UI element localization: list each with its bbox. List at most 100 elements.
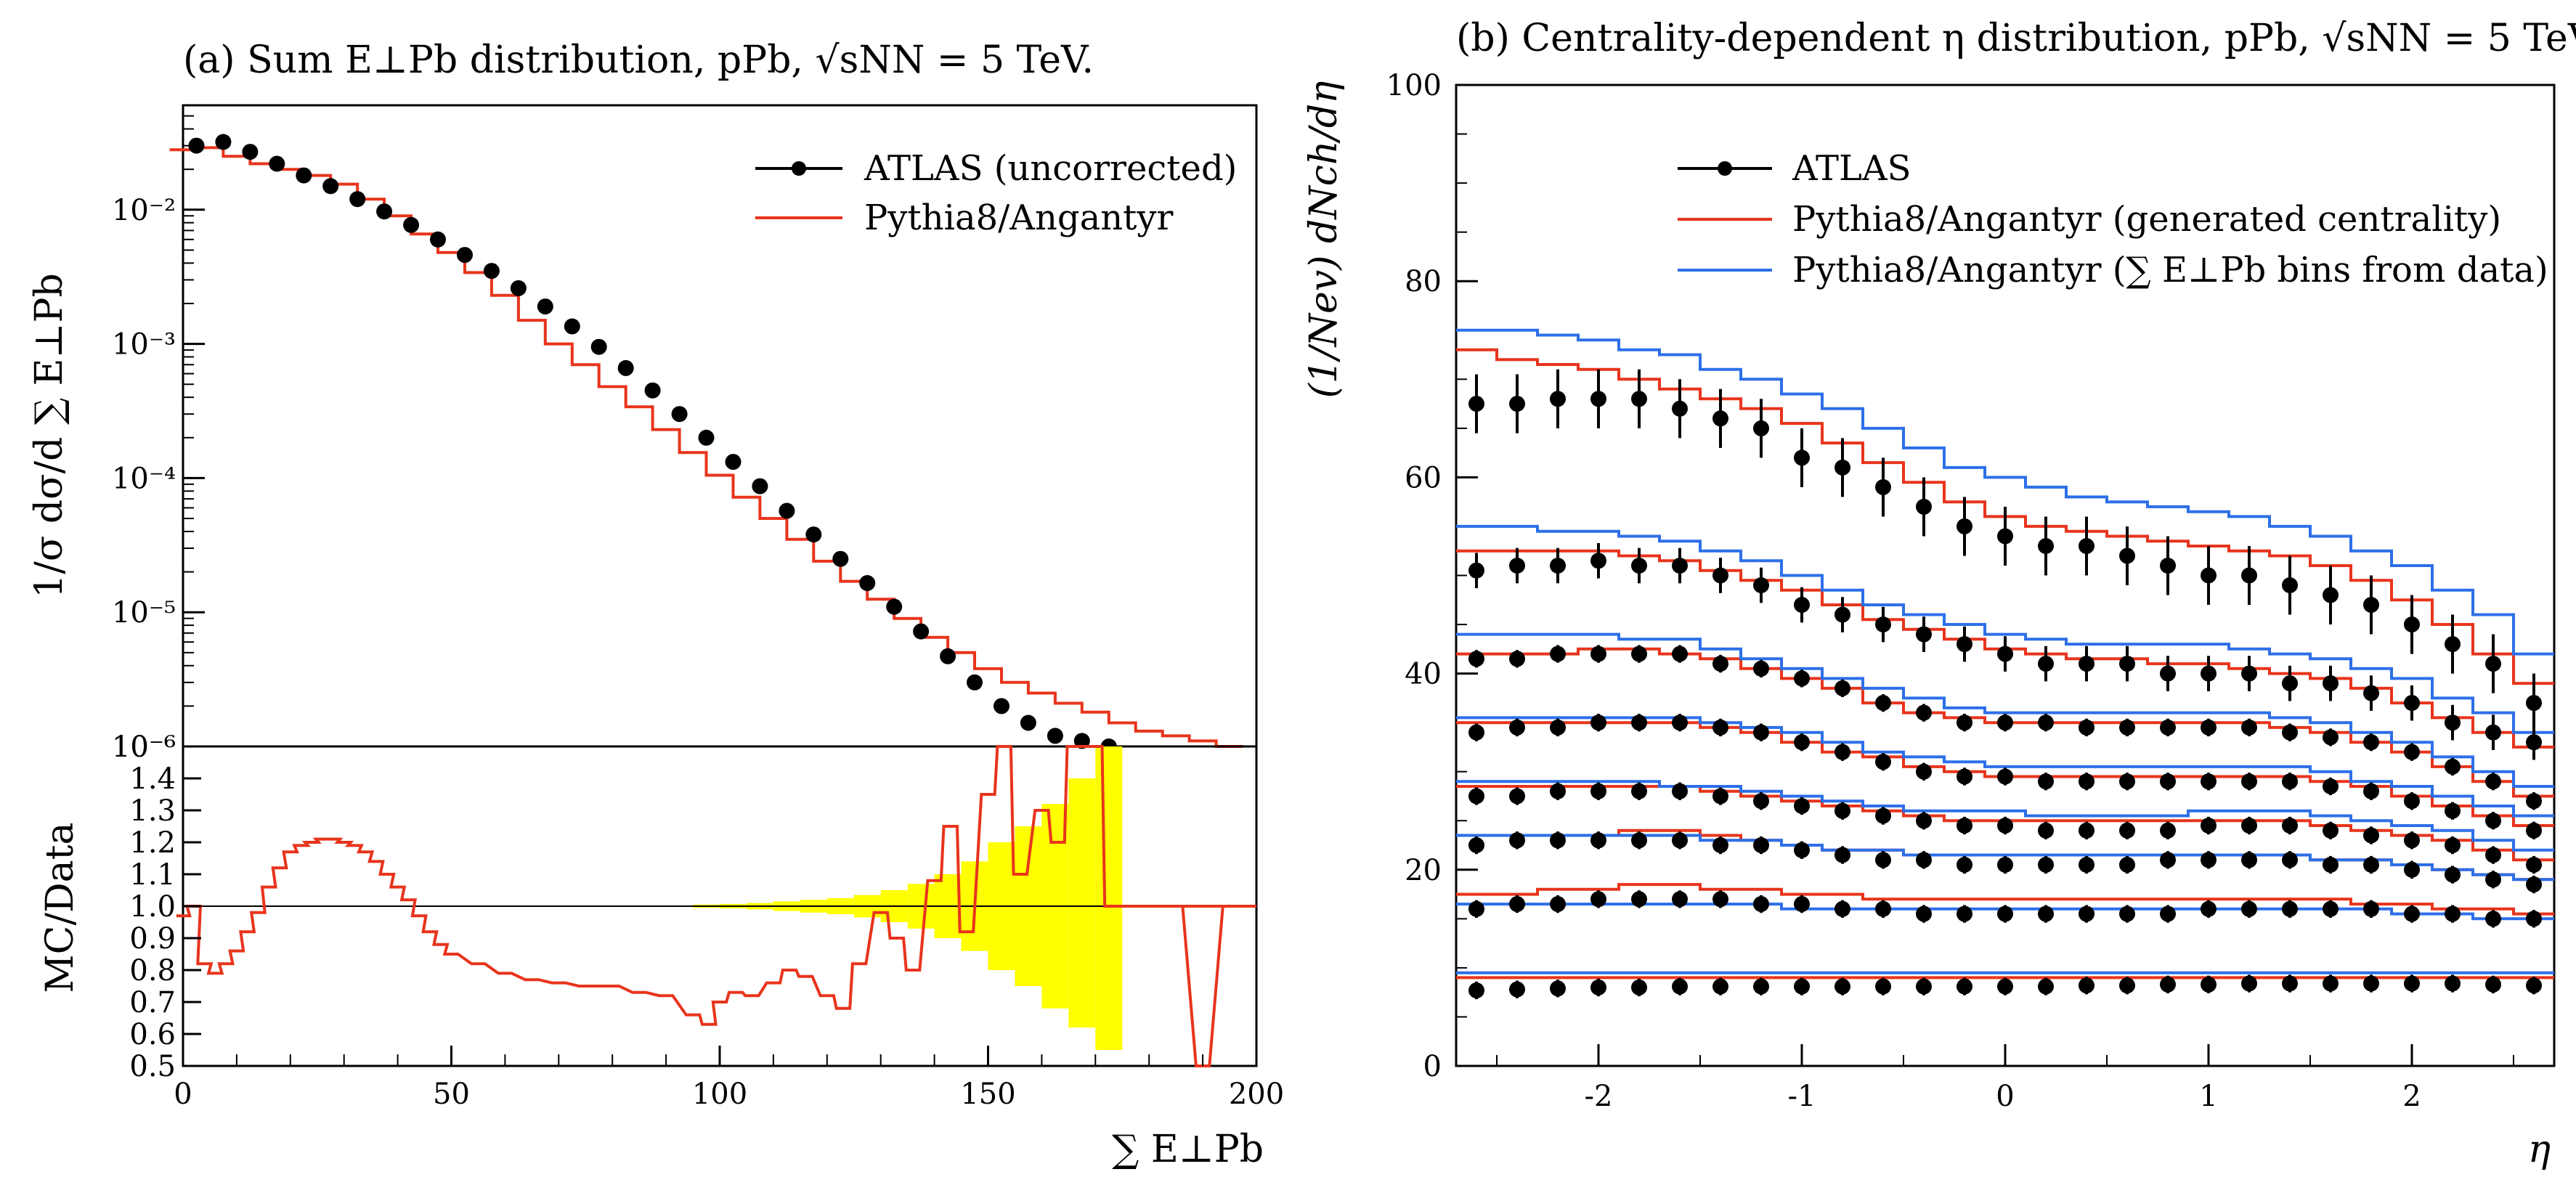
a-atlas-point xyxy=(967,674,983,691)
b-atlas-point xyxy=(1916,813,1932,829)
b-atlas-point xyxy=(1957,714,1972,731)
a-ytick-label: 10⁻² xyxy=(112,194,176,227)
b-atlas-point xyxy=(1712,837,1728,853)
b-atlas-point xyxy=(2485,847,2501,863)
b-atlas-point xyxy=(2363,900,2379,917)
b-atlas-point xyxy=(1875,754,1891,770)
a-xtick-label: 150 xyxy=(960,1078,1015,1111)
b-atlas-point xyxy=(1794,842,1810,858)
b-atlas-point xyxy=(2201,852,2217,868)
b-atlas-point xyxy=(2038,773,2054,790)
a-atlas-point xyxy=(859,575,876,591)
b-bins-histogram xyxy=(1456,328,2554,656)
b-atlas-point xyxy=(1712,891,1728,908)
b-atlas-point xyxy=(1916,498,1932,515)
a-atlas-point xyxy=(1020,714,1036,731)
b-ytick-label: 0 xyxy=(1423,1050,1442,1083)
b-atlas-point xyxy=(1916,626,1932,643)
a-atlas-point xyxy=(322,178,339,195)
b-atlas-point xyxy=(2160,852,2176,868)
b-atlas-point xyxy=(1997,714,2013,731)
panel-a-xlabel: ∑ E⊥Pb xyxy=(1112,1128,1264,1171)
b-atlas-point xyxy=(1468,651,1484,667)
b-atlas-point xyxy=(2404,744,2420,760)
b-atlas-point xyxy=(1712,567,1728,584)
b-atlas-point xyxy=(2241,818,2257,834)
b-xtick-label: 2 xyxy=(2402,1080,2421,1113)
b-atlas-point xyxy=(1997,978,2013,995)
b-atlas-point xyxy=(1712,719,1728,736)
b-atlas-point xyxy=(2160,719,2176,736)
b-atlas-point xyxy=(1509,788,1525,805)
b-atlas-point xyxy=(1590,553,1606,569)
b-atlas-point xyxy=(1468,724,1484,741)
a-ratio-ytick-label: 1.3 xyxy=(129,794,176,828)
a-atlas-point xyxy=(269,155,285,172)
b-atlas-point xyxy=(1509,651,1525,667)
a-atlas-point xyxy=(430,231,446,248)
b-atlas-point xyxy=(1835,802,1850,819)
b-atlas-point xyxy=(1835,900,1850,917)
b-atlas-point xyxy=(2201,818,2217,834)
b-atlas-point xyxy=(2119,773,2135,790)
b-atlas-point xyxy=(1997,768,2013,785)
a-atlas-point xyxy=(188,137,205,154)
b-atlas-point xyxy=(2201,719,2217,736)
b-atlas-point xyxy=(1753,837,1769,853)
panel-b-title: (b) Centrality-dependent η distribution,… xyxy=(1456,17,2576,60)
b-bins-histogram xyxy=(1456,834,2554,881)
a-atlas-point xyxy=(886,598,903,615)
b-atlas-point xyxy=(1835,606,1850,623)
b-atlas-point xyxy=(1672,891,1688,908)
b-atlas-point xyxy=(1957,636,1972,653)
a-atlas-point xyxy=(1073,733,1090,749)
b-atlas-point xyxy=(2363,685,2379,701)
b-atlas-point xyxy=(1835,459,1850,476)
b-atlas-point xyxy=(2201,665,2217,682)
a-atlas-point xyxy=(403,216,420,233)
a-xtick-label: 200 xyxy=(1229,1078,1284,1111)
b-atlas-point xyxy=(2363,975,2379,992)
b-atlas-point xyxy=(1550,558,1566,574)
a-pythia-histogram xyxy=(169,146,1243,748)
a-ratio-ytick-label: 10⁻⁶ xyxy=(112,730,176,764)
b-atlas-point xyxy=(2404,695,2420,712)
b-atlas-point xyxy=(1957,818,1972,834)
b-atlas-point xyxy=(2485,656,2501,672)
b-atlas-point xyxy=(2079,857,2094,873)
b-generated-histogram xyxy=(1456,785,2554,862)
b-atlas-point xyxy=(1753,577,1769,593)
b-atlas-point xyxy=(2079,822,2094,839)
panel-a-ratio-plot: 0.50.60.70.80.91.01.11.21.31.410⁻⁶ 0 50 100… xyxy=(112,730,1284,1111)
a-xtick-label: 0 xyxy=(174,1078,192,1111)
b-atlas-point xyxy=(2160,976,2176,993)
b-atlas-point xyxy=(2241,719,2257,736)
b-atlas-point xyxy=(2079,905,2094,922)
b-atlas-point xyxy=(2160,822,2176,839)
b-atlas-point xyxy=(2404,905,2420,922)
b-atlas-point xyxy=(2323,675,2339,692)
b-atlas-point xyxy=(2160,665,2176,682)
b-atlas-point xyxy=(2282,773,2298,790)
b-atlas-point xyxy=(1712,410,1728,427)
b-atlas-point xyxy=(2241,975,2257,992)
b-atlas-point xyxy=(2445,714,2461,731)
b-atlas-point xyxy=(1509,981,1525,998)
b-atlas-point xyxy=(2282,577,2298,593)
a-ratio-ytick-label: 1.0 xyxy=(129,890,176,924)
a-ratio-band-bin xyxy=(1095,746,1123,1050)
panel-b-xlabel: η xyxy=(2528,1128,2551,1171)
b-atlas-point xyxy=(1875,852,1891,868)
a-ratio-ytick-label: 0.9 xyxy=(129,922,176,956)
b-atlas-point xyxy=(1509,832,1525,849)
b-atlas-point xyxy=(2323,857,2339,873)
b-atlas-point xyxy=(2079,977,2094,994)
a-atlas-point xyxy=(349,191,366,208)
a-atlas-point xyxy=(376,203,393,220)
b-atlas-point xyxy=(2404,832,2420,849)
b-xtick-label: 1 xyxy=(2199,1080,2217,1113)
panel-a-title: (a) Sum E⊥Pb distribution, pPb, √sNN = 5… xyxy=(183,38,1094,82)
b-atlas-point xyxy=(2038,538,2054,554)
b-atlas-point xyxy=(1957,518,1972,534)
b-atlas-point xyxy=(2079,773,2094,790)
